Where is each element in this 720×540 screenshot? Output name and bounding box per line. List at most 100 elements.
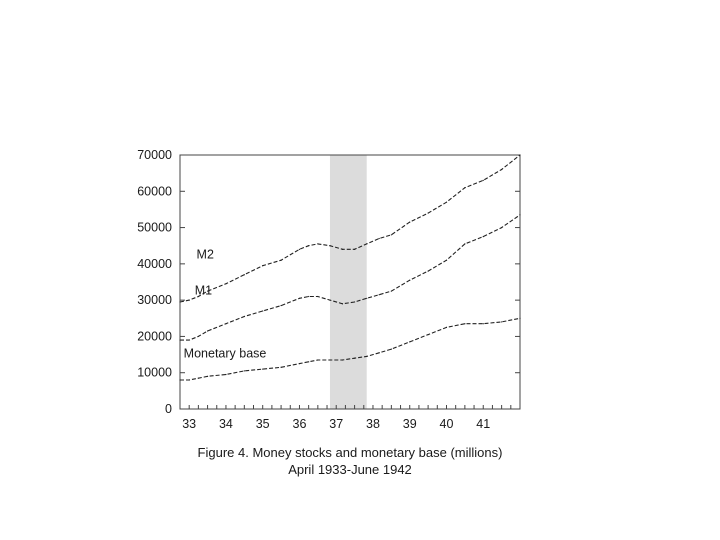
y-tick-label: 10000 — [137, 366, 172, 380]
data-point — [341, 248, 344, 250]
data-point — [329, 245, 331, 247]
data-point — [519, 317, 521, 319]
data-point — [464, 243, 466, 245]
data-point — [409, 341, 411, 343]
x-tick-label: 35 — [256, 417, 270, 431]
x-tick-label: 40 — [440, 417, 454, 431]
x-tick-label: 39 — [403, 417, 417, 431]
series-line-m1 — [180, 214, 521, 341]
data-point — [464, 187, 466, 189]
data-point — [378, 352, 380, 354]
chart-caption-period: April 1933-June 1942 — [288, 462, 412, 477]
data-point — [482, 236, 484, 238]
data-point — [179, 339, 181, 341]
data-point — [243, 315, 245, 318]
data-point — [501, 226, 503, 229]
data-point — [353, 357, 356, 359]
y-tick-label: 70000 — [137, 148, 172, 162]
series-line-m2 — [179, 154, 521, 303]
data-point — [445, 201, 448, 203]
data-point — [409, 221, 411, 223]
data-point — [501, 321, 503, 323]
data-point — [464, 323, 466, 325]
data-point — [243, 274, 245, 276]
data-point — [243, 370, 245, 372]
data-point — [317, 243, 319, 245]
data-point — [501, 168, 503, 171]
data-point — [225, 323, 227, 325]
x-tick-label: 36 — [293, 417, 307, 431]
data-point — [366, 297, 368, 299]
data-point — [482, 323, 484, 325]
data-point — [206, 330, 209, 332]
data-point — [225, 283, 227, 285]
data-point — [482, 179, 484, 181]
data-point — [262, 368, 264, 370]
data-point — [280, 304, 282, 307]
data-point — [329, 359, 331, 361]
data-point — [390, 348, 392, 350]
data-point — [197, 377, 199, 379]
data-point — [179, 301, 181, 303]
y-tick-label: 20000 — [137, 329, 172, 343]
data-point — [308, 245, 310, 247]
x-tick-label: 41 — [476, 417, 490, 431]
data-point — [197, 295, 199, 298]
data-point — [341, 303, 344, 305]
series-label-monetary-base: Monetary base — [184, 346, 267, 360]
data-point — [427, 212, 429, 214]
data-point — [280, 259, 282, 261]
data-point — [197, 335, 199, 338]
data-point — [317, 295, 319, 298]
x-tick-label: 37 — [329, 417, 343, 431]
recession-shading — [329, 155, 367, 409]
y-tick-label: 40000 — [137, 257, 172, 271]
data-point — [366, 243, 368, 245]
data-point — [519, 154, 521, 156]
data-point — [188, 339, 190, 341]
data-point — [262, 310, 264, 312]
y-tick-label: 50000 — [137, 221, 172, 235]
data-point — [329, 299, 331, 301]
data-point — [341, 359, 344, 361]
data-point — [206, 290, 209, 292]
data-point — [188, 299, 190, 301]
series-label-m1: M1 — [195, 284, 212, 298]
data-point — [262, 265, 264, 267]
data-point — [378, 237, 380, 240]
data-point — [225, 373, 227, 376]
chart-caption-title: Figure 4. Money stocks and monetary base… — [197, 445, 503, 460]
y-tick-label: 0 — [165, 402, 172, 416]
data-point — [409, 279, 411, 281]
data-point — [427, 334, 429, 336]
data-point — [353, 301, 356, 303]
data-point — [378, 294, 380, 296]
data-point — [519, 214, 521, 216]
series-line-monetary-base — [180, 317, 521, 381]
y-tick-label: 30000 — [137, 293, 172, 307]
data-point — [308, 295, 310, 298]
data-point — [445, 326, 448, 328]
plot-frame — [179, 154, 521, 410]
data-point — [353, 248, 356, 250]
x-tick-label: 34 — [219, 417, 233, 431]
data-point — [188, 379, 190, 381]
data-point — [366, 355, 368, 357]
data-point — [298, 297, 301, 299]
data-point — [317, 359, 319, 361]
y-tick-label: 60000 — [137, 184, 172, 198]
x-tick-label: 33 — [182, 417, 196, 431]
data-point — [308, 361, 310, 363]
data-point — [427, 270, 429, 272]
data-point — [390, 234, 392, 236]
data-point — [298, 248, 301, 250]
data-point — [179, 379, 181, 381]
data-point — [445, 259, 448, 261]
data-point — [298, 363, 301, 365]
x-tick-label: 38 — [366, 417, 380, 431]
data-point — [206, 375, 209, 377]
data-point — [390, 290, 392, 292]
data-point — [280, 366, 282, 368]
